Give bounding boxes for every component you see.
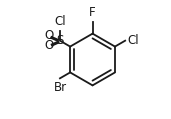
Text: Cl: Cl (127, 34, 139, 47)
Text: S: S (56, 34, 64, 47)
Text: Cl: Cl (54, 15, 66, 28)
Text: O: O (45, 29, 54, 42)
Text: O: O (45, 39, 54, 52)
Text: F: F (89, 6, 96, 19)
Text: Br: Br (53, 81, 67, 94)
